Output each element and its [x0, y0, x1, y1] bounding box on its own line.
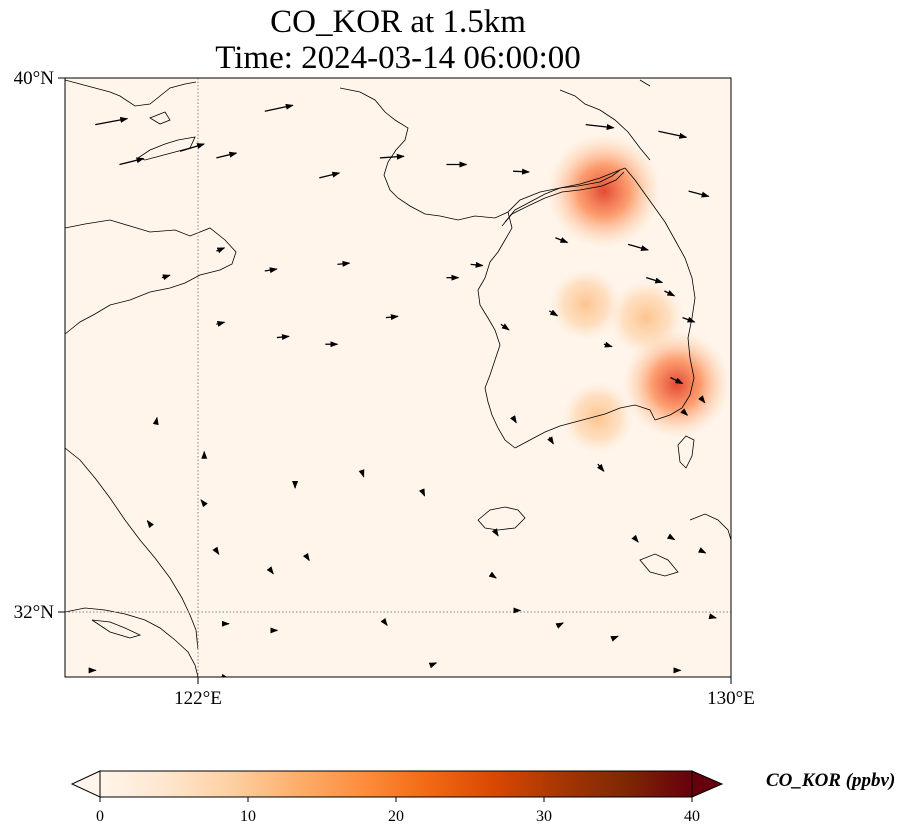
colorbar-label: CO_KOR (ppbv) — [766, 770, 896, 791]
co-hotspot — [622, 330, 731, 439]
wind-arrow — [610, 635, 619, 642]
map-title: CO_KOR at 1.5km — [270, 4, 526, 40]
colorbar-tick-label: 10 — [240, 808, 256, 825]
lon-label-122: 122°E — [174, 688, 222, 709]
map-frame — [64, 77, 732, 678]
wind-arrow — [698, 395, 706, 404]
wind-arrow — [585, 123, 615, 130]
wind-arrow — [488, 571, 497, 579]
wind-arrow — [264, 267, 278, 274]
axis-ticks: 40°N 32°N 122°E 130°E — [14, 68, 755, 709]
colorbar-gradient — [100, 771, 692, 797]
wind-arrow — [664, 290, 676, 297]
wind-arrow — [264, 103, 294, 112]
wind-arrow — [358, 469, 365, 478]
wind-arrow — [179, 143, 205, 152]
wind-arrow — [302, 552, 310, 562]
wind-arrow — [161, 274, 171, 281]
wind-arrow — [216, 247, 226, 254]
wind-arrow — [555, 622, 564, 629]
wind-arrow — [212, 546, 220, 555]
wind-arrow — [646, 277, 664, 284]
wind-arrow — [680, 408, 689, 416]
wind-arrow — [658, 130, 688, 139]
colorbar-extend-min — [70, 770, 101, 798]
wind-arrow — [216, 151, 238, 159]
colorbar-tick-label: 0 — [96, 808, 104, 825]
lon-label-130: 130°E — [707, 688, 755, 709]
wind-arrow — [549, 309, 559, 317]
co-hotspot — [549, 267, 623, 341]
wind-arrow — [470, 261, 484, 268]
co-hotspot — [561, 381, 635, 454]
wind-arrow — [418, 488, 426, 497]
wind-arrow — [276, 334, 290, 341]
wind-arrow — [266, 566, 274, 575]
co-hotspot — [546, 133, 662, 249]
wind-arrow — [319, 171, 341, 179]
wind-arrow — [603, 341, 613, 348]
wind-arrow — [697, 547, 707, 554]
wind-arrow — [491, 528, 499, 537]
wind-arrow — [688, 190, 710, 198]
colorbar-tick-label: 20 — [388, 808, 404, 825]
coastlines — [65, 79, 731, 677]
wind-arrow — [379, 153, 405, 160]
wind-arrow — [216, 321, 226, 327]
wind-arrow — [513, 168, 531, 175]
map-subtitle-time: Time: 2024-03-14 06:00:00 — [215, 40, 581, 76]
colorbar-tick-label: 30 — [536, 808, 552, 825]
wind-arrow — [682, 316, 696, 323]
wind-arrow — [385, 314, 399, 321]
wind-arrow — [670, 376, 684, 385]
wind-arrow — [146, 519, 154, 529]
wind-arrow — [152, 416, 159, 426]
gridlines — [65, 78, 731, 677]
wind-arrow — [555, 237, 569, 244]
wind-arrow — [119, 157, 145, 166]
wind-arrow — [547, 436, 554, 445]
colorbar-extend-max — [691, 770, 724, 798]
lat-label-32: 32°N — [14, 602, 55, 623]
wind-arrow — [666, 533, 676, 541]
wind-arrow — [708, 613, 718, 620]
co-concentration-field — [546, 133, 731, 454]
wind-arrow — [510, 415, 517, 424]
wind-vectors — [88, 103, 718, 677]
wind-arrow — [95, 116, 129, 126]
wind-arrow — [337, 260, 351, 267]
wind-arrow — [627, 243, 650, 251]
lat-label-40: 40°N — [14, 68, 55, 89]
wind-arrow — [597, 463, 605, 472]
wind-arrow — [500, 323, 510, 331]
wind-arrow — [200, 499, 208, 508]
colorbar-tick-label: 40 — [684, 808, 700, 825]
colorbar: 0 10 20 30 40 — [70, 770, 724, 825]
wind-arrow — [428, 662, 438, 669]
wind-arrow — [631, 534, 639, 543]
wind-arrow — [380, 617, 388, 627]
